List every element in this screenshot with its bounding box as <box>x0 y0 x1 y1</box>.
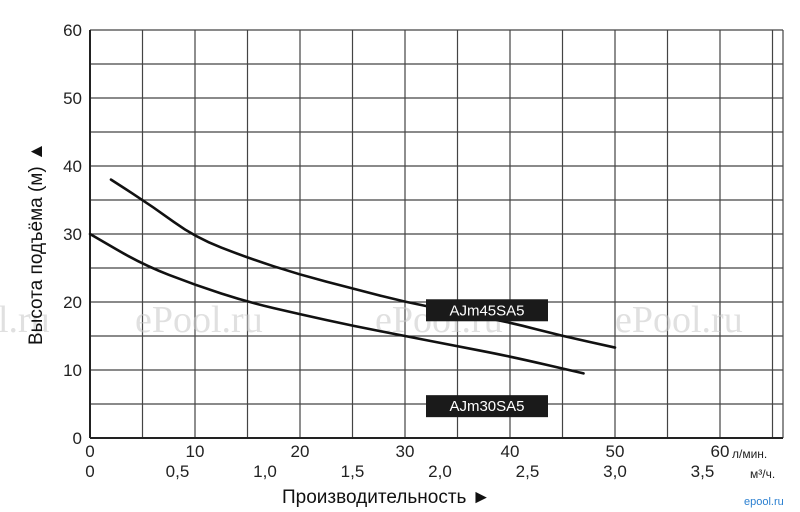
x-secondary-tick-label: 3,5 <box>691 462 715 481</box>
y-tick-label: 30 <box>63 225 82 244</box>
x-tick-label: 0 <box>85 442 94 461</box>
x-tick-label: 20 <box>291 442 310 461</box>
x-tick-label: 10 <box>186 442 205 461</box>
x-secondary-unit: м³/ч. <box>750 467 775 481</box>
watermark-right: ePool.ru <box>615 299 743 341</box>
y-tick-label: 10 <box>63 361 82 380</box>
series-label-text: AJm30SA5 <box>449 398 524 415</box>
series-label-AJm30SA5: AJm30SA5 <box>426 395 548 418</box>
y-tick-label: 0 <box>73 429 82 448</box>
x-secondary-tick-label: 1,5 <box>341 462 365 481</box>
series-label-AJm45SA5: AJm45SA5 <box>426 299 548 322</box>
watermarks: l.ru ePool.ru ePool.ru ePool.ru <box>0 299 743 341</box>
series-labels: AJm45SA5 AJm30SA5 <box>426 299 548 418</box>
series-line-AJm45SA5 <box>109 178 617 349</box>
x-tick-label: 30 <box>396 442 415 461</box>
series-label-box <box>426 299 548 322</box>
series-label-text: AJm45SA5 <box>449 302 524 319</box>
curves <box>88 178 617 375</box>
x-axis-ticks-primary: 0 10 20 30 40 50 60 <box>85 442 729 461</box>
x-secondary-tick-label: 0 <box>85 462 94 481</box>
chart-grid <box>89 29 784 439</box>
x-secondary-tick-label: 0,5 <box>166 462 190 481</box>
x-secondary-tick-label: 3,0 <box>603 462 627 481</box>
watermark-center-left: ePool.ru <box>135 299 263 341</box>
series-label-box <box>426 395 548 418</box>
y-tick-label: 60 <box>63 21 82 40</box>
x-axis-title: Производительность ► <box>282 487 491 508</box>
x-secondary-tick-label: 2,5 <box>516 462 540 481</box>
corner-logo: epool.ru <box>744 496 784 508</box>
y-tick-label: 20 <box>63 293 82 312</box>
y-tick-label: 50 <box>63 89 82 108</box>
watermark-left: l.ru <box>0 299 50 341</box>
x-tick-label: 40 <box>501 442 520 461</box>
x-axis-ticks-secondary: 0 0,5 1,0 1,5 2,0 2,5 3,0 3,5 <box>85 462 714 481</box>
x-tick-label: 60 <box>711 442 730 461</box>
x-secondary-tick-label: 2,0 <box>428 462 452 481</box>
x-tick-label: 50 <box>606 442 625 461</box>
x-secondary-tick-label: 1,0 <box>253 462 277 481</box>
x-primary-unit: л/мин. <box>732 447 767 461</box>
series-line-AJm30SA5 <box>88 232 585 375</box>
y-axis-ticks: 0 10 20 30 40 50 60 <box>63 21 82 448</box>
y-axis-title: Высота подъёма (м) ▲ <box>26 142 47 345</box>
y-tick-label: 40 <box>63 157 82 176</box>
